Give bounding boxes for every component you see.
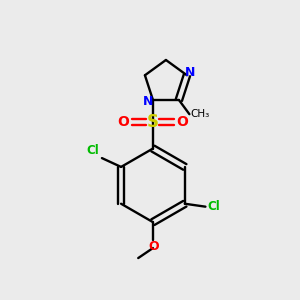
Text: Cl: Cl — [208, 200, 220, 213]
Text: O: O — [148, 240, 159, 254]
Text: O: O — [118, 115, 129, 129]
Text: S: S — [147, 113, 159, 131]
Text: CH₃: CH₃ — [191, 109, 210, 119]
Text: O: O — [176, 115, 188, 129]
Text: N: N — [185, 66, 195, 79]
Text: N: N — [142, 95, 153, 108]
Text: Cl: Cl — [87, 144, 100, 157]
